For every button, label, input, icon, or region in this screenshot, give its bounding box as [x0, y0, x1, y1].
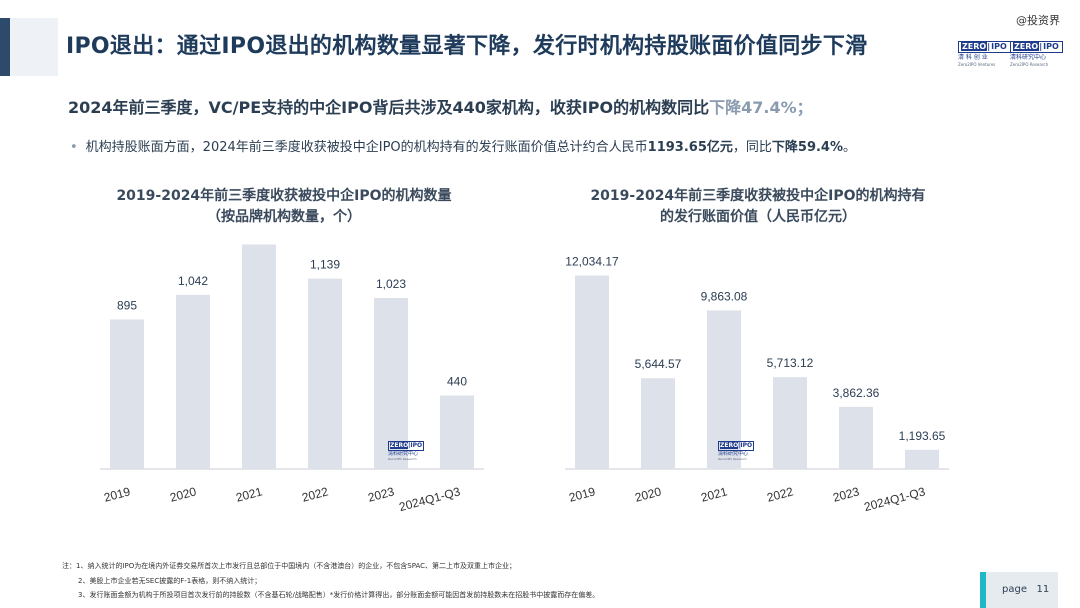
headline-main: 2024年前三季度，VC/PE支持的中企IPO背后共涉及440家机构，收获IPO… [68, 98, 710, 117]
chart1-tick-label: 2019 [102, 484, 132, 505]
zero2ipo-research-logo: ZERO|IPO 清科研究中心 Zero2IPO Research [1010, 34, 1063, 67]
footnote-3: 3、发行账面金额为机构于所投项目首次发行前的持股数（不含基石轮/战略配售）*发行… [78, 591, 600, 599]
chart2-data-label: 5,644.57 [635, 357, 682, 371]
watermark-text: @投资界 [1016, 14, 1060, 27]
chart1-bar-2020 [176, 294, 210, 469]
chart2-tick-label: 2024Q1-Q3 [863, 484, 928, 514]
chart2-data-label: 3,862.36 [833, 386, 880, 400]
chart1-bar-2022 [308, 278, 342, 469]
chart1-data-label: 895 [117, 298, 137, 312]
chart2-tick-label: 2023 [831, 484, 861, 505]
chart1-tick-label: 2024Q1-Q3 [398, 484, 463, 514]
chart2-data-label: 12,034.17 [565, 254, 619, 268]
page-number-box [980, 572, 1058, 608]
chart1-tick-label: 2023 [366, 484, 396, 505]
header-band [0, 0, 1080, 90]
chart2-tick-label: 2019 [567, 484, 597, 505]
chart2-bar-2022 [773, 377, 807, 469]
chart2-tick-label: 2021 [699, 484, 729, 505]
chart1-data-label: 1,139 [310, 258, 340, 272]
chart2-book-value: 12,034.17 2019 5,644.57 2020 9,863.08 2021 5,7… [565, 254, 949, 514]
chart1-bar-2024Q1-Q3 [440, 395, 474, 469]
brand-logos: ZERO|IPO 清 科 创 业 Zero2IPO Ventures ZERO|… [958, 34, 1063, 67]
headline: 2024年前三季度，VC/PE支持的中企IPO背后共涉及440家机构，收获IPO… [68, 94, 813, 118]
page-number: page 11 [1002, 584, 1050, 595]
chart2-watermark-logo: ZERO|IPO 清科研究中心 Zero2IPO Research [718, 441, 755, 461]
chart1-data-label: 1,042 [178, 274, 208, 288]
chart2-bar-2023 [839, 406, 873, 469]
zero2ipo-ventures-logo: ZERO|IPO 清 科 创 业 Zero2IPO Ventures [958, 34, 1011, 67]
chart1-tick-label: 2021 [234, 484, 264, 505]
chart1-bar-2021 [242, 244, 276, 469]
chart1-data-label: 1,023 [376, 277, 406, 291]
chart2-title: 2019-2024年前三季度收获被投中企IPO的机构持有 的发行账面价值（人民币… [590, 188, 926, 225]
chart2-bar-2019 [575, 275, 609, 469]
footnote-2: 2、美股上市企业若无SEC披露的F-1表格，则不纳入统计； [78, 577, 262, 585]
chart1-bar-2023 [374, 298, 408, 469]
chart1-title: 2019-2024年前三季度收获被投中企IPO的机构数量 （按品牌机构数量，个） [116, 188, 452, 225]
bullet-dot-icon: • [70, 140, 78, 155]
headline-highlight: 下降47.4%； [709, 98, 813, 117]
chart1-data-label: 1,343 [244, 236, 274, 238]
chart2-data-label: 1,193.65 [899, 429, 946, 443]
title-accent-bar [0, 18, 10, 76]
chart1-institution-count: 895 2019 1,042 2020 1,343 2021 1,139 2022 1,023 2… [100, 236, 484, 514]
chart1-bar-2019 [110, 319, 144, 469]
bullet-point: • 机构持股账面方面，2024年前三季度收获被投中企IPO的机构持有的发行账面价值… [70, 140, 857, 155]
chart1-tick-label: 2022 [300, 484, 330, 505]
title-shade-block [10, 18, 58, 76]
chart2-tick-label: 2022 [765, 484, 795, 505]
chart1-data-label: 440 [447, 374, 467, 388]
slide-title: IPO退出：通过IPO退出的机构数量显著下降，发行时机构持股账面价值同步下滑 [66, 34, 868, 59]
chart1-tick-label: 2020 [168, 484, 198, 505]
chart2-bar-2024Q1-Q3 [905, 449, 939, 469]
footnote-1: 注：1、纳入统计的IPO为在境内外证券交易所首次上市发行且总部位于中国境内（不含… [62, 562, 517, 570]
chart1-watermark-logo: ZERO|IPO 清科研究中心 Zero2IPO Research [388, 441, 425, 461]
chart2-data-label: 5,713.12 [767, 356, 814, 370]
chart2-bar-2020 [641, 378, 675, 469]
chart2-data-label: 9,863.08 [701, 289, 748, 303]
chart2-tick-label: 2020 [633, 484, 663, 505]
page-accent-bar [980, 572, 986, 608]
